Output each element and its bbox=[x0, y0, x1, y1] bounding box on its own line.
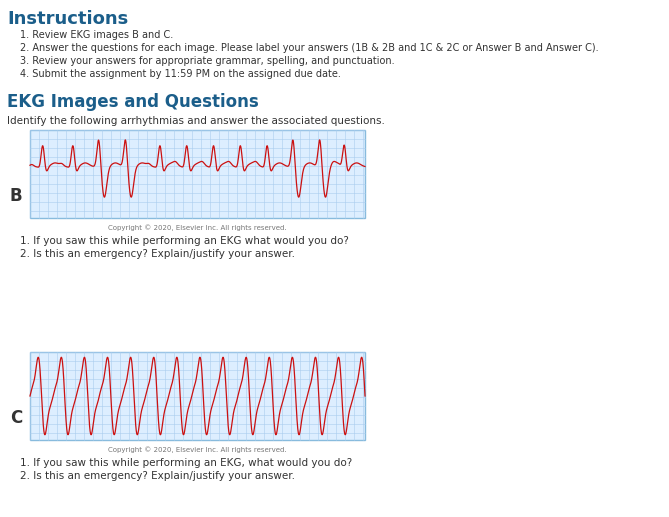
Text: 1. Review EKG images B and C.: 1. Review EKG images B and C. bbox=[20, 30, 173, 40]
Text: 4. Submit the assignment by 11:59 PM on the assigned due date.: 4. Submit the assignment by 11:59 PM on … bbox=[20, 69, 341, 79]
Text: 1. If you saw this while performing an EKG, what would you do?: 1. If you saw this while performing an E… bbox=[20, 458, 353, 468]
Text: Instructions: Instructions bbox=[7, 10, 128, 28]
Text: Copyright © 2020, Elsevier Inc. All rights reserved.: Copyright © 2020, Elsevier Inc. All righ… bbox=[108, 446, 287, 453]
Bar bbox=[30, 130, 365, 218]
Text: 3. Review your answers for appropriate grammar, spelling, and punctuation.: 3. Review your answers for appropriate g… bbox=[20, 56, 395, 66]
Text: B: B bbox=[9, 187, 22, 205]
Text: C: C bbox=[10, 409, 22, 427]
Text: 2. Is this an emergency? Explain/justify your answer.: 2. Is this an emergency? Explain/justify… bbox=[20, 249, 295, 259]
Text: Identify the following arrhythmias and answer the associated questions.: Identify the following arrhythmias and a… bbox=[7, 116, 385, 126]
Text: EKG Images and Questions: EKG Images and Questions bbox=[7, 93, 259, 111]
Bar bbox=[30, 352, 365, 440]
Text: 1. If you saw this while performing an EKG what would you do?: 1. If you saw this while performing an E… bbox=[20, 236, 349, 246]
Text: 2. Is this an emergency? Explain/justify your answer.: 2. Is this an emergency? Explain/justify… bbox=[20, 471, 295, 481]
Text: 2. Answer the questions for each image. Please label your answers (1B & 2B and 1: 2. Answer the questions for each image. … bbox=[20, 43, 599, 53]
Text: Copyright © 2020, Elsevier Inc. All rights reserved.: Copyright © 2020, Elsevier Inc. All righ… bbox=[108, 224, 287, 231]
